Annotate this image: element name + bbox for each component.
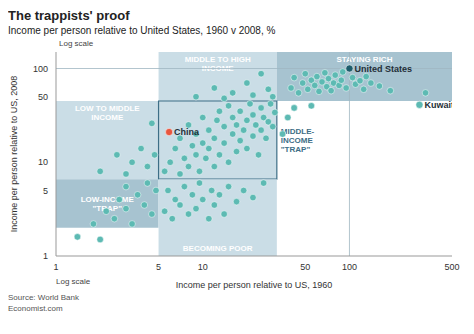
svg-text:Income per person relative to: Income per person relative to US, 2008: [9, 76, 19, 233]
svg-text:China: China: [174, 127, 200, 137]
svg-text:5: 5: [156, 262, 161, 272]
svg-text:MIDDLE-INCOME"TRAP": MIDDLE-INCOME"TRAP": [281, 127, 315, 154]
html-text:The trappists' proof: The trappists' proof: [8, 8, 130, 23]
svg-text:1: 1: [43, 251, 48, 261]
svg-text:Income per person relative to: Income per person relative to US, 1960: [176, 280, 333, 290]
svg-text:50: 50: [300, 262, 310, 272]
svg-text:100: 100: [342, 262, 357, 272]
svg-text:Kuwait: Kuwait: [424, 100, 452, 110]
html-text:Source: World Bank: Source: World Bank: [8, 293, 79, 302]
svg-text:10: 10: [38, 157, 48, 167]
svg-text:50: 50: [38, 92, 48, 102]
html-text:Economist.com: Economist.com: [8, 304, 63, 313]
svg-text:MIDDLE TO HIGHINCOME: MIDDLE TO HIGHINCOME: [185, 55, 251, 73]
html-text:Log scale: Log scale: [56, 277, 91, 286]
svg-text:10: 10: [198, 262, 208, 272]
svg-text:100: 100: [33, 64, 48, 74]
svg-text:STAYING RICH: STAYING RICH: [336, 55, 393, 64]
svg-text:5: 5: [43, 186, 48, 196]
html-text:LOW-INCOME: LOW-INCOME: [80, 195, 134, 204]
html-text:Log scale: Log scale: [59, 39, 94, 48]
html-text:Income per person relative to: Income per person relative to United Sta…: [8, 25, 276, 36]
svg-text:1: 1: [53, 262, 58, 272]
svg-text:500: 500: [444, 262, 459, 272]
svg-text:LOW TO MIDDLEINCOME: LOW TO MIDDLEINCOME: [75, 104, 140, 122]
svg-text:BECOMING POOR: BECOMING POOR: [183, 244, 253, 253]
html-text:"TRAP": "TRAP": [92, 204, 122, 213]
svg-text:United States: United States: [354, 64, 412, 74]
